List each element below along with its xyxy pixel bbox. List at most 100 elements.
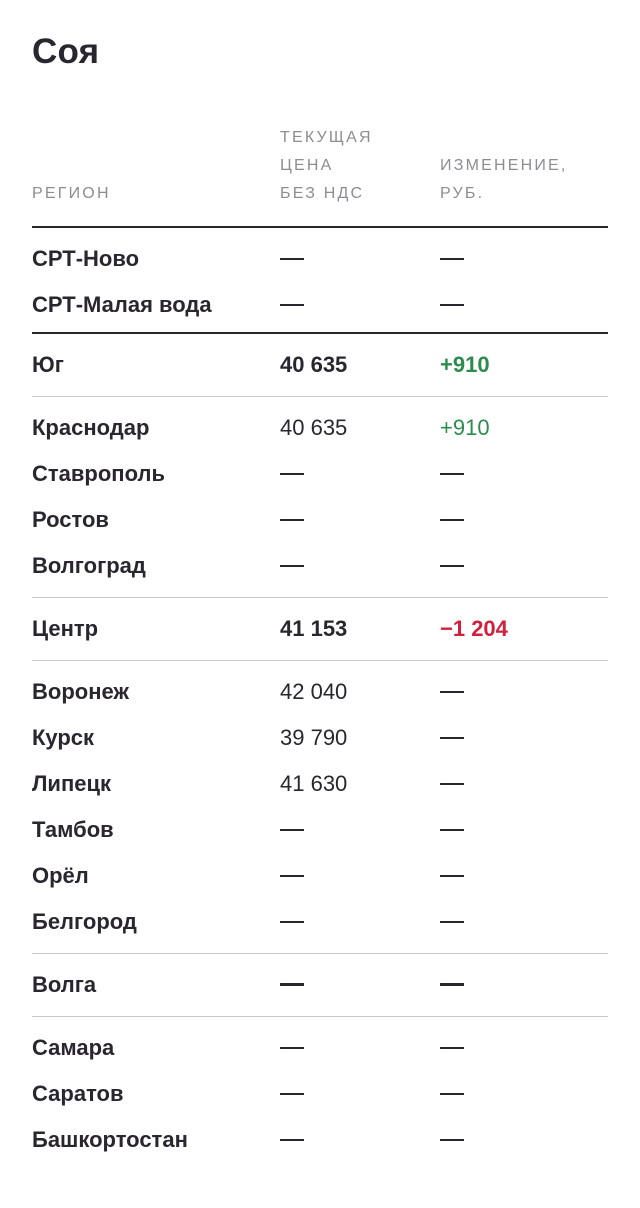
change-cell: [440, 451, 464, 497]
region-cell: Краснодар: [32, 415, 150, 440]
dash-mark: [280, 518, 304, 521]
group-spacer: [32, 1163, 608, 1171]
dash-mark: [440, 1092, 464, 1095]
dash-mark: [440, 782, 464, 785]
change-cell: [440, 954, 464, 1016]
table-row: Ставрополь: [32, 451, 608, 497]
table-header: РЕГИОН ТЕКУЩАЯ ЦЕНА БЕЗ НДС ИЗМЕНЕНИЕ, Р…: [32, 118, 608, 228]
price-cell: [280, 899, 304, 945]
dash-mark: [440, 690, 464, 693]
change-cell: +910: [440, 352, 490, 377]
change-cell: [440, 1071, 464, 1117]
region-cell: Самара: [32, 1035, 115, 1060]
price-cell: [280, 954, 304, 1016]
table-summary-row: Волга: [32, 954, 608, 1016]
dash-mark: [280, 564, 304, 567]
dash-mark: [280, 472, 304, 475]
price-cell: 42 040: [280, 679, 348, 704]
group-spacer: [32, 589, 608, 597]
column-header-price: ТЕКУЩАЯ ЦЕНА БЕЗ НДС: [280, 129, 373, 202]
table-summary-row: Центр 41 153 −1 204: [32, 598, 608, 660]
change-cell: [440, 497, 464, 543]
change-cell: [440, 669, 464, 715]
price-cell: [280, 451, 304, 497]
table-row: Краснодар 40 635 +910: [32, 405, 608, 451]
table-row: Курск 39 790: [32, 715, 608, 761]
group-spacer: [32, 397, 608, 405]
price-cell: [280, 1025, 304, 1071]
dash-mark: [440, 828, 464, 831]
dash-mark: [280, 1046, 304, 1049]
table-row: Липецк 41 630: [32, 761, 608, 807]
price-cell: [280, 1071, 304, 1117]
dash-mark: [280, 920, 304, 923]
row-divider: [32, 1016, 608, 1017]
table-row: СРТ-Малая вода: [32, 282, 608, 328]
row-divider: [32, 953, 608, 954]
price-cell: [280, 1117, 304, 1163]
table-row: СРТ-Ново: [32, 236, 608, 282]
column-header-change: ИЗМЕНЕНИЕ, РУБ.: [440, 157, 568, 202]
change-cell: [440, 236, 464, 282]
dash-mark: [440, 1138, 464, 1141]
region-cell: Белгород: [32, 909, 137, 934]
price-cell: 40 635: [280, 415, 348, 440]
change-cell: [440, 282, 464, 328]
change-cell: [440, 899, 464, 945]
dash-mark: [280, 303, 304, 306]
region-cell: СРТ-Ново: [32, 246, 140, 271]
dash-mark: [440, 303, 464, 306]
column-header-region: РЕГИОН: [32, 185, 111, 202]
price-cell: [280, 853, 304, 899]
price-cell: 41 630: [280, 771, 348, 796]
change-cell: −1 204: [440, 616, 508, 641]
price-cell: [280, 282, 304, 328]
table-row: Ростов: [32, 497, 608, 543]
table-row: Саратов: [32, 1071, 608, 1117]
dash-mark: [440, 564, 464, 567]
table-body: СРТ-Ново СРТ-Малая вода Юг 40 635 +910 Красно…: [32, 236, 608, 1171]
dash-mark: [440, 920, 464, 923]
dash-mark: [440, 518, 464, 521]
row-divider: [32, 597, 608, 598]
table-row: Белгород: [32, 899, 608, 945]
region-cell: Ростов: [32, 507, 109, 532]
dash-mark: [440, 736, 464, 739]
table-row: Воронеж 42 040: [32, 669, 608, 715]
price-cell: [280, 543, 304, 589]
group-spacer: [32, 945, 608, 953]
region-cell: Липецк: [32, 771, 112, 796]
price-cell: 40 635: [280, 352, 348, 377]
dash-mark: [280, 983, 304, 987]
table-row: Самара: [32, 1025, 608, 1071]
row-divider: [32, 660, 608, 661]
dash-mark: [440, 472, 464, 475]
dash-mark: [440, 257, 464, 260]
table-row: Орёл: [32, 853, 608, 899]
price-cell: 39 790: [280, 725, 348, 750]
page-title: Соя: [32, 32, 100, 71]
change-cell: [440, 807, 464, 853]
change-cell: +910: [440, 415, 490, 440]
table-row: Тамбов: [32, 807, 608, 853]
group-spacer: [32, 661, 608, 669]
change-cell: [440, 853, 464, 899]
dash-mark: [440, 1046, 464, 1049]
dash-mark: [280, 874, 304, 877]
dash-mark: [280, 1092, 304, 1095]
dash-mark: [280, 1138, 304, 1141]
region-cell: Юг: [32, 352, 64, 377]
region-cell: СРТ-Малая вода: [32, 292, 212, 317]
change-cell: [440, 715, 464, 761]
region-cell: Тамбов: [32, 817, 114, 842]
dash-mark: [440, 874, 464, 877]
table-summary-row: Юг 40 635 +910: [32, 334, 608, 396]
region-cell: Волгоград: [32, 553, 146, 578]
change-cell: [440, 543, 464, 589]
region-cell: Курск: [32, 725, 95, 750]
dash-mark: [440, 983, 464, 987]
row-divider: [32, 332, 608, 334]
table-row: Башкортостан: [32, 1117, 608, 1163]
group-spacer: [32, 1017, 608, 1025]
